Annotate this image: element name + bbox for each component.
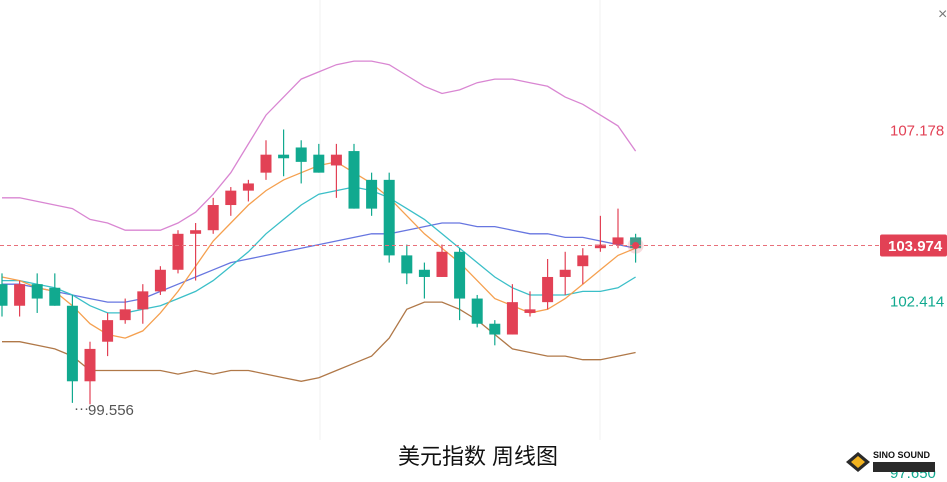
candle-body bbox=[260, 154, 272, 173]
candle bbox=[137, 284, 149, 324]
current-price-label: 103.974 bbox=[888, 238, 943, 255]
candle bbox=[0, 273, 8, 317]
candle-body bbox=[471, 298, 483, 324]
candle bbox=[330, 143, 342, 198]
candle-body bbox=[454, 251, 466, 299]
candle bbox=[489, 320, 501, 346]
candle bbox=[102, 312, 114, 357]
candle bbox=[295, 140, 307, 184]
candle-body bbox=[31, 284, 43, 299]
candle bbox=[260, 140, 272, 180]
current-price-marker: 103.974 bbox=[0, 234, 947, 257]
candle bbox=[559, 251, 571, 295]
candle-body bbox=[383, 179, 395, 256]
candles bbox=[0, 129, 642, 405]
candle bbox=[225, 187, 237, 216]
candle bbox=[154, 266, 166, 295]
candle-body bbox=[154, 269, 166, 292]
candle-body bbox=[524, 309, 536, 313]
price-axis-label: 102.414 bbox=[890, 294, 944, 311]
candle-body bbox=[278, 154, 290, 159]
candle bbox=[348, 143, 360, 209]
candle-body bbox=[225, 190, 237, 206]
candle bbox=[612, 208, 624, 249]
candle-body bbox=[172, 233, 184, 270]
candle-body bbox=[119, 309, 131, 321]
candle-body bbox=[542, 276, 554, 303]
ma-mid-line bbox=[2, 186, 636, 314]
candle bbox=[418, 262, 430, 299]
candle bbox=[454, 248, 466, 321]
candle-body bbox=[577, 255, 589, 267]
candle bbox=[14, 280, 26, 317]
candle bbox=[31, 273, 43, 313]
candle-body bbox=[348, 151, 360, 209]
candle bbox=[172, 230, 184, 274]
price-axis-label: 107.178 bbox=[890, 122, 944, 139]
candle-body bbox=[313, 154, 325, 173]
candle bbox=[313, 143, 325, 173]
current-price-box bbox=[880, 234, 947, 257]
candle-body bbox=[14, 284, 26, 306]
candle bbox=[577, 248, 589, 285]
candle-body bbox=[330, 154, 342, 166]
candle-body bbox=[612, 237, 624, 245]
candle-body bbox=[84, 348, 96, 382]
candle-body bbox=[190, 230, 202, 234]
candle-body bbox=[66, 305, 78, 382]
candle bbox=[190, 223, 202, 281]
ma-slow-line bbox=[2, 222, 636, 303]
bollinger-bands bbox=[2, 60, 637, 382]
candle bbox=[383, 172, 395, 263]
candle-body bbox=[559, 269, 571, 277]
candle bbox=[471, 294, 483, 328]
candle-body bbox=[295, 147, 307, 162]
candle-body bbox=[401, 255, 413, 274]
candle bbox=[66, 294, 78, 403]
chart-title: 美元指数 周线图 bbox=[398, 444, 558, 469]
ma-fast-line bbox=[1, 161, 636, 339]
candle-body bbox=[102, 320, 114, 342]
candle-body bbox=[489, 323, 501, 335]
candle bbox=[436, 244, 448, 277]
candle bbox=[84, 341, 96, 405]
close-icon[interactable]: × bbox=[938, 6, 947, 23]
candle bbox=[207, 197, 219, 234]
candle-body bbox=[366, 179, 378, 209]
candle bbox=[506, 284, 518, 335]
candle-body bbox=[0, 284, 8, 306]
candle-body bbox=[137, 291, 149, 310]
candle bbox=[49, 273, 61, 306]
candle bbox=[242, 179, 254, 202]
candle-body bbox=[594, 244, 606, 249]
sino-sound-logo: SINO SOUND bbox=[846, 450, 935, 472]
candle bbox=[278, 129, 290, 177]
candle bbox=[542, 258, 554, 310]
candle-body bbox=[506, 302, 518, 335]
current-price-dot bbox=[632, 242, 640, 250]
candle bbox=[401, 244, 413, 285]
boll-upper-line bbox=[2, 60, 637, 231]
candle-body bbox=[436, 251, 448, 277]
candle bbox=[594, 215, 606, 252]
candle bbox=[366, 172, 378, 216]
candle-body bbox=[207, 205, 219, 231]
candle bbox=[119, 298, 131, 324]
boll-lower-line bbox=[2, 301, 636, 382]
candle bbox=[524, 291, 536, 317]
candle-body bbox=[242, 183, 254, 191]
candle-body bbox=[418, 269, 430, 277]
low-annotation-dots: ··· bbox=[74, 400, 89, 417]
low-price-annotation: 99.556 bbox=[88, 402, 134, 419]
moving-averages bbox=[1, 161, 636, 339]
candle-body bbox=[49, 287, 61, 306]
vertical-gridlines bbox=[319, 0, 601, 440]
low-annotation: ··· 99.556 bbox=[74, 400, 134, 419]
svg-text:SINO SOUND: SINO SOUND bbox=[873, 450, 931, 460]
